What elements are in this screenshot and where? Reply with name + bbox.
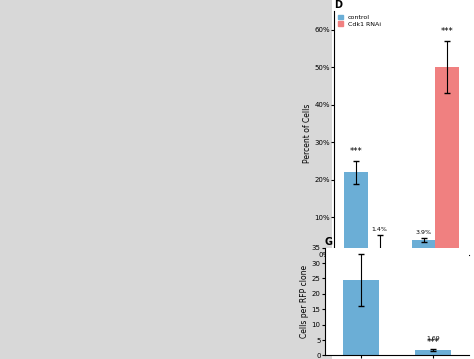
Y-axis label: Percent of Cells: Percent of Cells xyxy=(302,103,311,163)
Bar xyxy=(415,350,451,355)
Legend: control, Cdk1 RNAi: control, Cdk1 RNAi xyxy=(337,14,382,28)
Text: ***: *** xyxy=(441,27,454,36)
Text: ***: *** xyxy=(427,339,439,348)
Text: G: G xyxy=(325,237,333,247)
Y-axis label: Cells per RFP clone: Cells per RFP clone xyxy=(300,265,309,338)
Text: 1.69: 1.69 xyxy=(426,336,440,341)
Text: D: D xyxy=(334,0,342,10)
Text: 1.4%: 1.4% xyxy=(372,227,388,232)
Bar xyxy=(344,172,368,255)
Text: ***: *** xyxy=(350,148,363,157)
Bar xyxy=(412,240,436,255)
Bar xyxy=(343,280,379,355)
Text: 3.9%: 3.9% xyxy=(416,230,432,236)
Bar xyxy=(368,250,392,255)
Bar xyxy=(436,67,459,255)
